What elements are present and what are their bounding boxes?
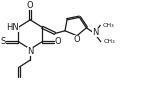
Text: O: O	[73, 35, 80, 44]
Text: O: O	[55, 37, 61, 46]
Text: CH₃: CH₃	[103, 23, 115, 28]
Text: O: O	[27, 1, 34, 10]
Text: N: N	[27, 47, 33, 56]
Text: HN: HN	[6, 23, 19, 32]
Text: CH₃: CH₃	[103, 39, 115, 44]
Text: N: N	[92, 28, 99, 37]
Text: S: S	[0, 37, 5, 46]
